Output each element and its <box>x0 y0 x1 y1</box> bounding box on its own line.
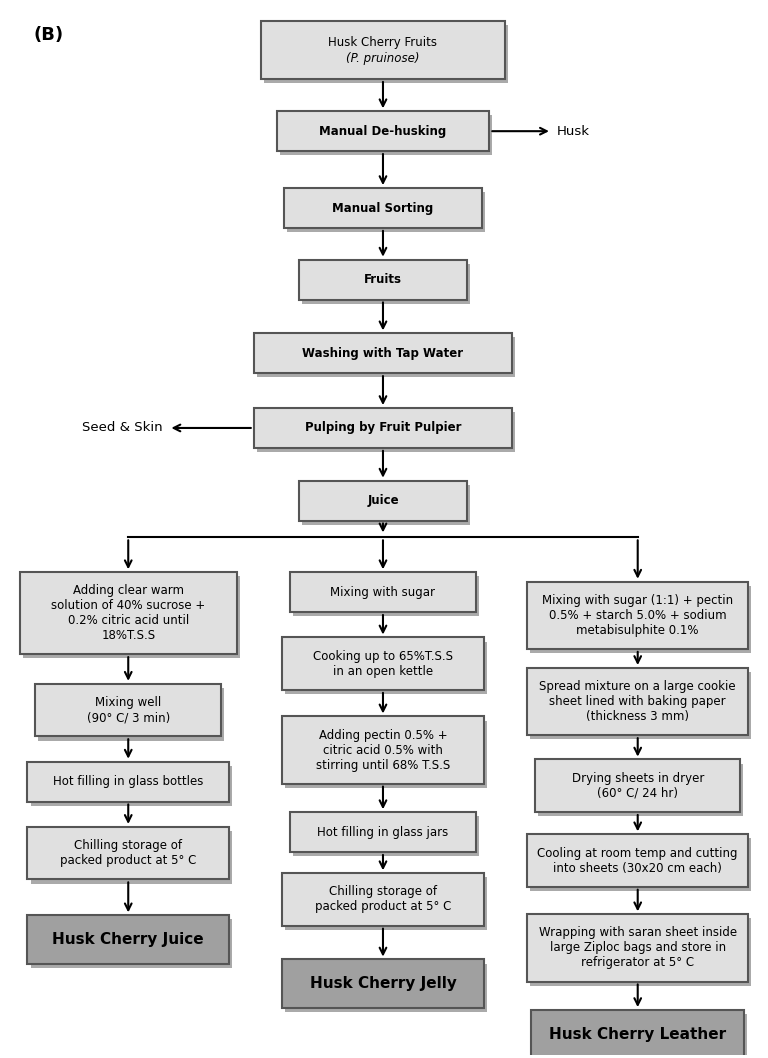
FancyBboxPatch shape <box>20 572 237 654</box>
Text: Seed & Skin: Seed & Skin <box>82 421 163 435</box>
Text: Hot filling in glass jars: Hot filling in glass jars <box>317 825 449 839</box>
FancyBboxPatch shape <box>528 582 748 649</box>
FancyBboxPatch shape <box>28 762 229 802</box>
FancyBboxPatch shape <box>261 21 505 79</box>
Text: Hot filling in glass bottles: Hot filling in glass bottles <box>53 776 204 788</box>
Text: Wrapping with saran sheet inside
large Ziploc bags and store in
refrigerator at : Wrapping with saran sheet inside large Z… <box>538 927 737 969</box>
FancyBboxPatch shape <box>31 766 232 806</box>
FancyBboxPatch shape <box>35 683 221 736</box>
Text: Drying sheets in dryer
(60° C/ 24 hr): Drying sheets in dryer (60° C/ 24 hr) <box>571 771 704 800</box>
Text: Adding clear warm
solution of 40% sucrose +
0.2% citric acid until
18%T.S.S: Adding clear warm solution of 40% sucros… <box>51 584 205 642</box>
Text: Adding pectin 0.5% +
citric acid 0.5% with
stirring until 68% T.S.S: Adding pectin 0.5% + citric acid 0.5% wi… <box>316 729 450 771</box>
FancyBboxPatch shape <box>528 668 748 735</box>
FancyBboxPatch shape <box>535 1015 747 1058</box>
FancyBboxPatch shape <box>282 873 484 926</box>
FancyBboxPatch shape <box>290 813 476 852</box>
Text: Washing with Tap Water: Washing with Tap Water <box>303 347 464 360</box>
FancyBboxPatch shape <box>264 25 508 84</box>
FancyBboxPatch shape <box>535 760 740 813</box>
Text: Husk Cherry Jelly: Husk Cherry Jelly <box>310 977 456 991</box>
FancyBboxPatch shape <box>287 193 485 232</box>
Text: Fruits: Fruits <box>364 273 402 286</box>
Text: Juice: Juice <box>367 494 399 507</box>
FancyBboxPatch shape <box>282 960 484 1008</box>
FancyBboxPatch shape <box>531 918 751 986</box>
FancyBboxPatch shape <box>538 764 743 817</box>
FancyBboxPatch shape <box>28 827 229 879</box>
FancyBboxPatch shape <box>28 915 229 964</box>
FancyBboxPatch shape <box>282 716 484 784</box>
FancyBboxPatch shape <box>293 577 479 617</box>
Text: (P. pruinose): (P. pruinose) <box>346 52 420 65</box>
Text: Chilling storage of
packed product at 5° C: Chilling storage of packed product at 5°… <box>315 886 451 913</box>
Text: Mixing well
(90° C/ 3 min): Mixing well (90° C/ 3 min) <box>87 696 170 724</box>
FancyBboxPatch shape <box>257 413 515 452</box>
FancyBboxPatch shape <box>285 720 487 788</box>
Text: Mixing with sugar: Mixing with sugar <box>330 586 435 599</box>
FancyBboxPatch shape <box>528 834 748 887</box>
Text: Spread mixture on a large cookie
sheet lined with baking paper
(thickness 3 mm): Spread mixture on a large cookie sheet l… <box>539 680 736 723</box>
FancyBboxPatch shape <box>257 338 515 378</box>
FancyBboxPatch shape <box>531 672 751 740</box>
Text: Husk Cherry Fruits: Husk Cherry Fruits <box>329 36 438 49</box>
FancyBboxPatch shape <box>531 1010 744 1058</box>
Text: (B): (B) <box>33 26 63 44</box>
Text: Husk Cherry Leather: Husk Cherry Leather <box>549 1026 727 1042</box>
FancyBboxPatch shape <box>300 480 467 521</box>
Text: Mixing with sugar (1:1) + pectin
0.5% + starch 5.0% + sodium
metabisulphite 0.1%: Mixing with sugar (1:1) + pectin 0.5% + … <box>542 594 733 637</box>
FancyBboxPatch shape <box>293 817 479 856</box>
FancyBboxPatch shape <box>531 586 751 653</box>
FancyBboxPatch shape <box>303 263 470 304</box>
FancyBboxPatch shape <box>23 577 240 658</box>
FancyBboxPatch shape <box>284 188 482 229</box>
FancyBboxPatch shape <box>253 408 512 448</box>
FancyBboxPatch shape <box>280 115 492 156</box>
FancyBboxPatch shape <box>282 637 484 690</box>
Text: Pulping by Fruit Pulpier: Pulping by Fruit Pulpier <box>305 421 462 435</box>
Text: Manual Sorting: Manual Sorting <box>333 201 434 215</box>
FancyBboxPatch shape <box>276 111 489 151</box>
Text: Cooling at room temp and cutting
into sheets (30x20 cm each): Cooling at room temp and cutting into sh… <box>538 846 738 875</box>
FancyBboxPatch shape <box>290 572 476 613</box>
FancyBboxPatch shape <box>31 919 232 968</box>
FancyBboxPatch shape <box>303 485 470 525</box>
Text: Cooking up to 65%T.S.S
in an open kettle: Cooking up to 65%T.S.S in an open kettle <box>313 650 453 678</box>
FancyBboxPatch shape <box>253 333 512 373</box>
FancyBboxPatch shape <box>300 259 467 299</box>
FancyBboxPatch shape <box>528 914 748 982</box>
FancyBboxPatch shape <box>531 838 751 891</box>
FancyBboxPatch shape <box>38 688 224 741</box>
Text: Husk: Husk <box>556 125 589 138</box>
Text: Husk Cherry Juice: Husk Cherry Juice <box>52 932 204 947</box>
FancyBboxPatch shape <box>31 831 232 883</box>
FancyBboxPatch shape <box>285 964 487 1013</box>
FancyBboxPatch shape <box>285 641 487 694</box>
Text: Manual De-husking: Manual De-husking <box>319 125 447 138</box>
Text: Chilling storage of
packed product at 5° C: Chilling storage of packed product at 5°… <box>60 839 197 868</box>
FancyBboxPatch shape <box>285 877 487 930</box>
